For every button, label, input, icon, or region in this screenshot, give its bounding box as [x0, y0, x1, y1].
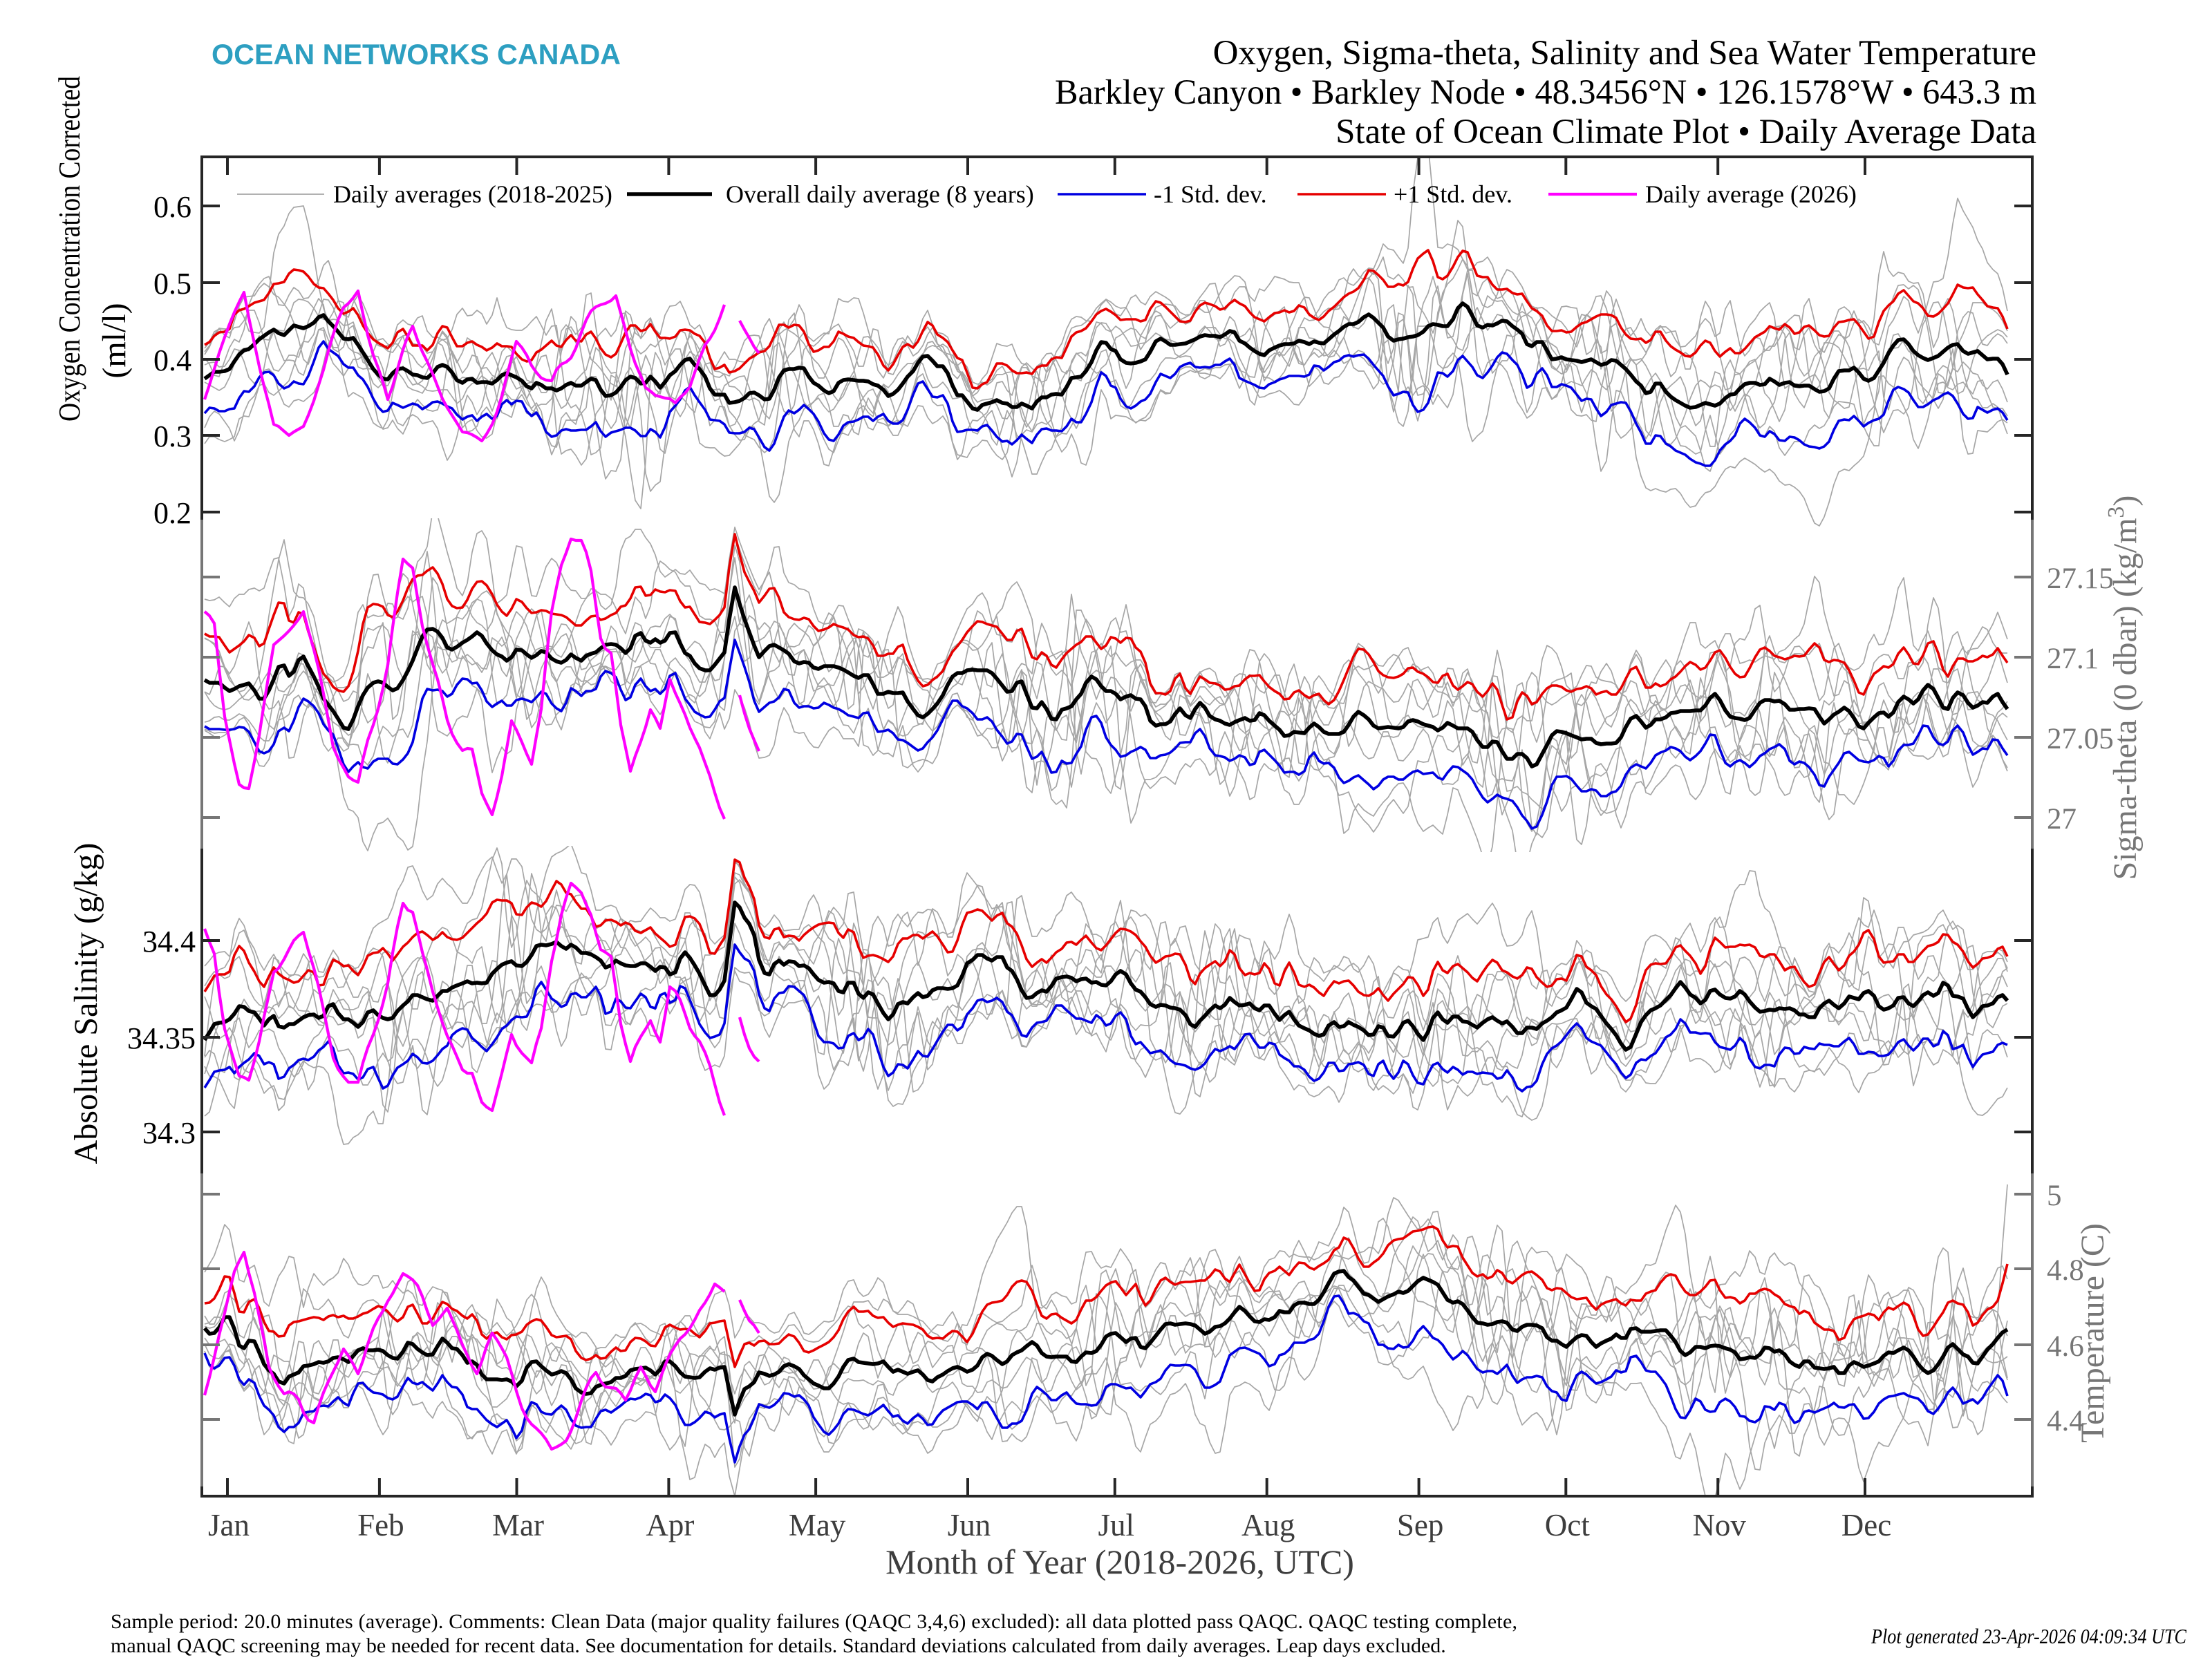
svg-text:27.15: 27.15 [2047, 563, 2114, 595]
svg-text:Plot generated 23-Apr-2026 04:: Plot generated 23-Apr-2026 04:09:34 UTC [1871, 1624, 2186, 1648]
svg-text:34.4: 34.4 [142, 925, 196, 959]
svg-text:Daily averages (2018-2025): Daily averages (2018-2025) [333, 180, 612, 208]
svg-text:May: May [789, 1508, 846, 1542]
svg-text:34.35: 34.35 [127, 1021, 196, 1055]
svg-text:Aug: Aug [1241, 1508, 1295, 1542]
svg-text:OCEAN NETWORKS CANADA: OCEAN NETWORKS CANADA [212, 38, 621, 70]
svg-text:5: 5 [2047, 1180, 2062, 1212]
svg-text:Barkley Canyon • Barkley Node: Barkley Canyon • Barkley Node • 48.3456°… [1055, 73, 2036, 112]
svg-text:manual QAQC screening may be n: manual QAQC screening may be needed for … [111, 1634, 1446, 1657]
svg-text:0.5: 0.5 [153, 267, 191, 301]
svg-text:Sigma-theta (0 dbar) (kg/m3): Sigma-theta (0 dbar) (kg/m3) [2103, 495, 2144, 880]
svg-text:0.2: 0.2 [153, 496, 191, 530]
svg-text:Sep: Sep [1397, 1508, 1444, 1542]
svg-text:Sample period: 20.0 minutes (a: Sample period: 20.0 minutes (average). C… [111, 1610, 1517, 1633]
svg-text:Dec: Dec [1841, 1508, 1891, 1542]
svg-text:0.3: 0.3 [153, 419, 191, 453]
svg-text:0.6: 0.6 [153, 190, 191, 224]
svg-text:-1 Std. dev.: -1 Std. dev. [1154, 180, 1267, 208]
svg-text:(ml/l): (ml/l) [96, 303, 133, 378]
svg-text:Oct: Oct [1545, 1508, 1590, 1542]
svg-text:4.4: 4.4 [2047, 1405, 2084, 1437]
svg-text:Nov: Nov [1692, 1508, 1746, 1542]
svg-text:Mar: Mar [492, 1508, 544, 1542]
svg-text:27.1: 27.1 [2047, 643, 2099, 675]
svg-text:Month of Year (2018-2026, UTC): Month of Year (2018-2026, UTC) [885, 1542, 1354, 1581]
svg-text:Absolute Salinity (g/kg): Absolute Salinity (g/kg) [68, 843, 104, 1164]
svg-text:Daily average (2026): Daily average (2026) [1645, 180, 1857, 208]
svg-text:27.05: 27.05 [2047, 723, 2114, 755]
svg-text:+1 Std. dev.: +1 Std. dev. [1394, 180, 1512, 208]
svg-text:4.8: 4.8 [2047, 1254, 2084, 1287]
svg-text:4.6: 4.6 [2047, 1330, 2084, 1363]
svg-text:0.4: 0.4 [153, 343, 191, 377]
svg-text:Temperature (C): Temperature (C) [2074, 1223, 2111, 1443]
svg-text:State of Ocean Climate Plot •: State of Ocean Climate Plot • Daily Aver… [1335, 113, 2036, 151]
svg-text:Jan: Jan [208, 1508, 250, 1542]
svg-text:Overall daily average (8 years: Overall daily average (8 years) [726, 180, 1034, 208]
svg-text:34.3: 34.3 [142, 1116, 196, 1150]
svg-text:Oxygen, Sigma-theta, Salinity: Oxygen, Sigma-theta, Salinity and Sea Wa… [1213, 34, 2036, 73]
svg-text:Apr: Apr [646, 1508, 694, 1542]
svg-text:Jul: Jul [1098, 1508, 1135, 1542]
svg-text:Oxygen Concentration Corrected: Oxygen Concentration Corrected [53, 76, 86, 422]
svg-text:Jun: Jun [948, 1508, 991, 1542]
svg-text:Feb: Feb [357, 1508, 404, 1542]
svg-text:27: 27 [2047, 803, 2077, 835]
